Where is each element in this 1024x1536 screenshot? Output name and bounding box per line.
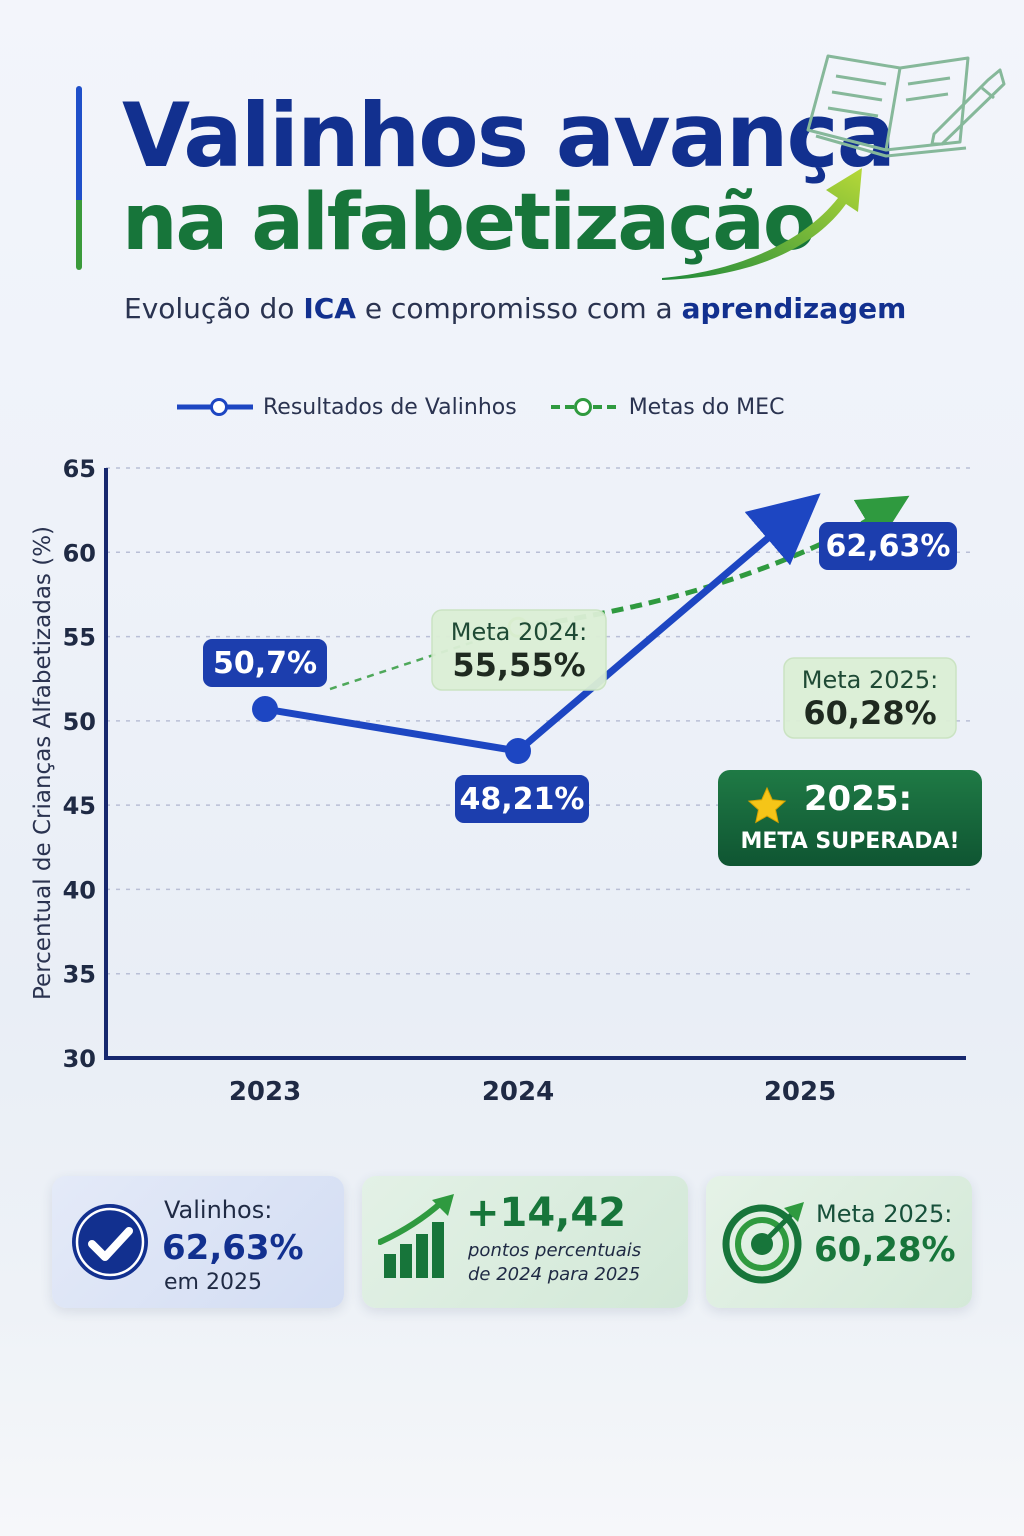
legend-line-green-icon — [550, 398, 619, 416]
line-chart: 30 35 40 45 50 55 60 65 Percentual de Crianças A… — [30, 455, 982, 1107]
page-title: Valinhos avança na alfabetização — [122, 84, 896, 268]
card-valinhos-value: 62,63% — [162, 1228, 304, 1268]
open-book-icon — [806, 54, 970, 158]
result-point-2024 — [505, 738, 531, 765]
y-tick-label: 65 — [63, 455, 96, 483]
title-line-1: Valinhos avança — [122, 84, 896, 187]
card-growth-sub-1: pontos percentuais — [468, 1240, 642, 1261]
data-label-2023-bg — [203, 639, 327, 688]
pencil-icon — [930, 68, 1006, 146]
card-valinhos-label: Valinhos: — [164, 1196, 273, 1224]
x-tick-label: 2023 — [229, 1077, 301, 1107]
growth-bars-icon — [378, 1194, 454, 1278]
title-accent-bar — [76, 86, 82, 270]
legend-label-metas: Metas do MEC — [628, 394, 785, 420]
check-circle-icon — [72, 1204, 148, 1280]
card-growth: +14,42 pontos percentuais de 2024 para 2… — [362, 1176, 688, 1308]
legend-item-resultados: Resultados de Valinhos — [175, 395, 517, 420]
y-tick-label: 35 — [63, 961, 96, 989]
meta-line-2023-2024 — [329, 626, 519, 691]
data-label-2024-bg — [455, 775, 589, 824]
card-growth-value: +14,42 — [466, 1190, 627, 1236]
result-point-2023 — [252, 696, 278, 723]
data-label-2025-bg — [819, 522, 957, 570]
chart-legend: Resultados de Valinhos Metas do MEC — [175, 390, 784, 424]
card-meta-2025: Meta 2025: 60,28% — [706, 1176, 972, 1308]
subtitle-aprendizagem: aprendizagem — [681, 292, 907, 325]
callout-title: 2025: — [804, 779, 912, 819]
y-tick-label: 30 — [63, 1045, 96, 1073]
y-tick-label: 50 — [63, 708, 96, 736]
target-icon — [722, 1202, 804, 1284]
result-line-2024-2025 — [514, 493, 821, 755]
star-icon — [747, 786, 787, 824]
card-valinhos-sub: em 2025 — [164, 1270, 262, 1295]
data-label-2024: 48,21% — [460, 782, 585, 817]
title-line-2: na alfabetização — [122, 178, 817, 268]
legend-line-blue-icon — [177, 398, 253, 416]
meta-2024-box-value: 55,55% — [452, 646, 585, 684]
legend-label-resultados: Resultados de Valinhos — [263, 394, 517, 420]
card-meta-value: 60,28% — [814, 1230, 956, 1270]
meta-2024-box-title: Meta 2024: — [451, 618, 587, 646]
y-tick-label: 45 — [63, 792, 96, 820]
page-subtitle: Evolução do ICA e compromisso com a apre… — [124, 292, 907, 325]
data-label-2023: 50,7% — [213, 646, 317, 681]
book-arrow-decoration — [662, 54, 1006, 280]
result-line-2023-2024 — [261, 705, 522, 755]
card-growth-sub-2: de 2024 para 2025 — [468, 1264, 641, 1285]
callout-subtitle: META SUPERADA! — [740, 829, 959, 854]
x-tick-label: 2025 — [764, 1077, 836, 1107]
card-valinhos-result: Valinhos: 62,63% em 2025 — [52, 1176, 344, 1308]
legend-item-metas: Metas do MEC — [549, 394, 785, 420]
data-label-2025: 62,63% — [826, 529, 951, 564]
y-tick-label: 40 — [63, 876, 96, 904]
y-axis-title: Percentual de Crianças Alfabetizadas (%) — [30, 526, 56, 1000]
meta-2025-box-bg — [783, 657, 957, 739]
y-tick-label: 55 — [63, 624, 96, 652]
y-tick-label: 60 — [63, 539, 96, 567]
x-tick-label: 2024 — [482, 1077, 554, 1107]
growth-arrow-icon — [662, 168, 862, 280]
meta-2025-box-title: Meta 2025: — [802, 666, 938, 694]
meta-2025-box-value: 60,28% — [803, 694, 936, 732]
card-meta-label: Meta 2025: — [816, 1200, 953, 1228]
subtitle-ica: ICA — [303, 292, 356, 325]
meta-2024-box-bg — [431, 609, 607, 691]
callout-bg — [718, 770, 982, 866]
